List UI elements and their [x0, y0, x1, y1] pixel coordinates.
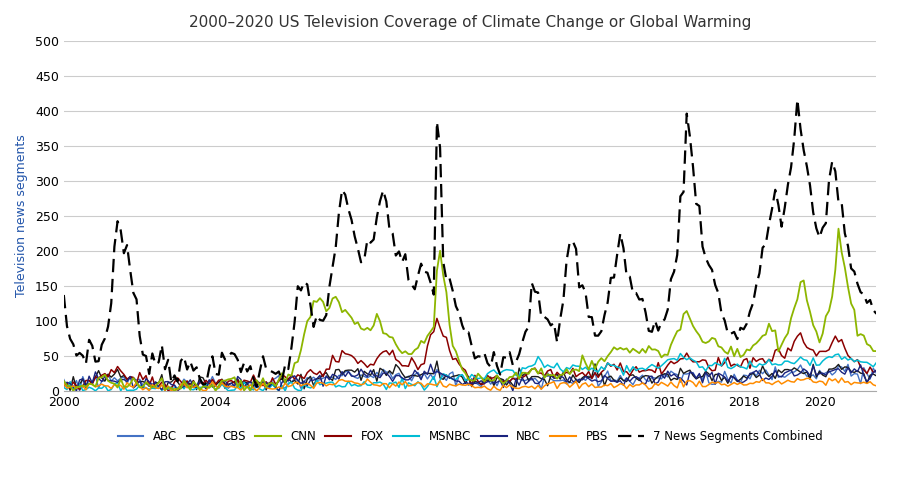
Title: 2000–2020 US Television Coverage of Climate Change or Global Warming: 2000–2020 US Television Coverage of Clim… — [189, 15, 752, 30]
Legend: ABC, CBS, CNN, FOX, MSNBC, NBC, PBS, 7 News Segments Combined: ABC, CBS, CNN, FOX, MSNBC, NBC, PBS, 7 N… — [112, 426, 827, 448]
Y-axis label: Television news segments: Television news segments — [15, 134, 28, 297]
